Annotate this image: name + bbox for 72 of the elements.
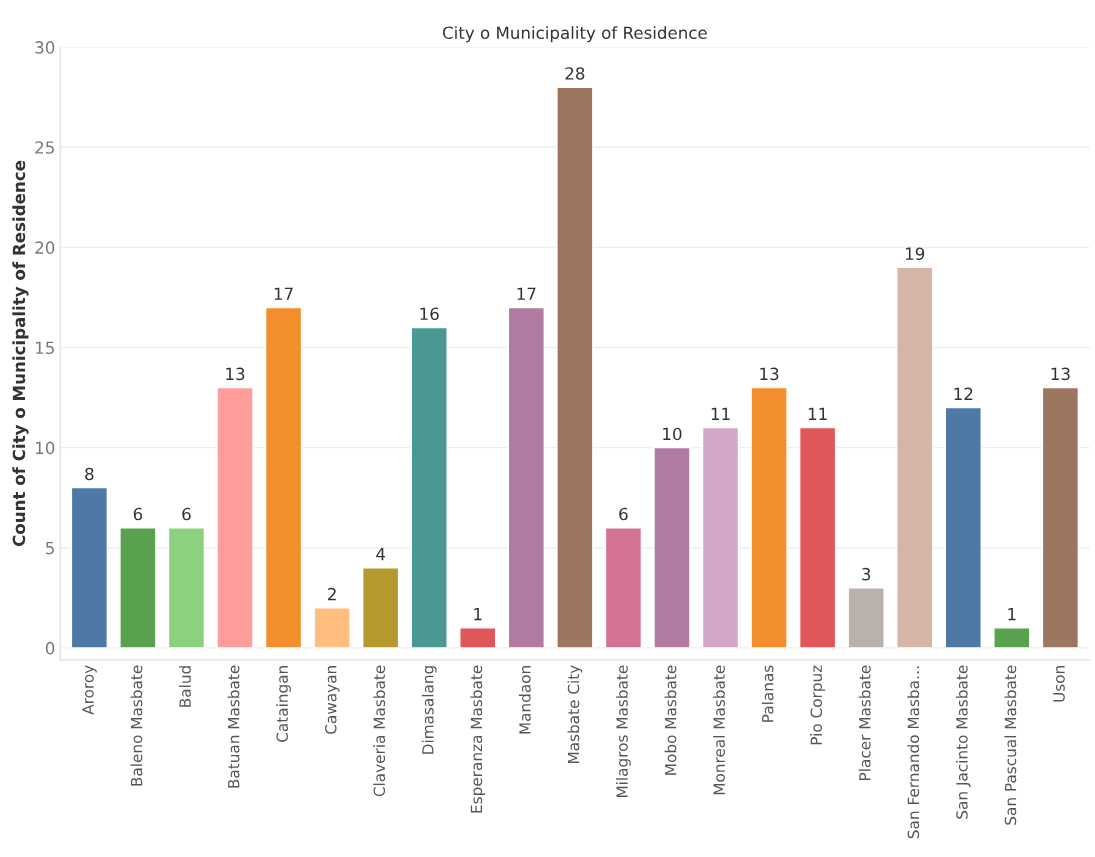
x-tick-label: San Jacinto Masbate bbox=[955, 665, 971, 819]
data-label: 13 bbox=[760, 367, 779, 381]
bar bbox=[653, 446, 691, 649]
x-tick-label: Mandaon bbox=[518, 666, 531, 734]
data-label: 16 bbox=[420, 307, 439, 321]
x-tick-label: Palanas bbox=[761, 665, 774, 722]
bar bbox=[701, 426, 740, 649]
bar bbox=[167, 527, 206, 649]
bar bbox=[313, 607, 351, 649]
x-tick-label: Cataingan bbox=[276, 666, 291, 742]
x-tick-label: Balud bbox=[179, 666, 191, 707]
bar bbox=[750, 386, 788, 649]
y-tick-label: 5 bbox=[46, 541, 54, 555]
data-label: 6 bbox=[619, 507, 628, 521]
data-label: 17 bbox=[517, 287, 536, 300]
data-label: 1 bbox=[474, 608, 482, 621]
data-label: 6 bbox=[182, 507, 191, 521]
y-tick-label: 30 bbox=[35, 41, 55, 54]
data-label: 4 bbox=[376, 547, 386, 561]
x-tick-label: Claveria Masbate bbox=[373, 665, 386, 797]
bar bbox=[119, 527, 157, 649]
x-tick-label: Cawayan bbox=[324, 666, 340, 734]
data-label: 11 bbox=[711, 407, 730, 420]
bar bbox=[507, 306, 545, 649]
data-label: 13 bbox=[1051, 367, 1070, 381]
y-tick-label: 15 bbox=[35, 341, 54, 355]
x-tick-label: San Fernando Masba… bbox=[907, 666, 920, 839]
x-tick-label: Dimasalang bbox=[421, 666, 437, 754]
bar bbox=[604, 527, 643, 649]
x-tick-label: San Pascual Masbate bbox=[1004, 665, 1017, 825]
bar bbox=[70, 486, 109, 649]
bar bbox=[410, 326, 448, 649]
x-tick-label: Mobo Masbate bbox=[664, 665, 677, 775]
data-label: 1 bbox=[1008, 608, 1016, 621]
x-tick-label: Pio Corpuz bbox=[810, 665, 826, 745]
data-label: 3 bbox=[862, 567, 871, 581]
bar bbox=[896, 266, 934, 649]
x-tick-label: Milagros Masbate bbox=[616, 665, 631, 798]
bar bbox=[1041, 386, 1080, 649]
bar bbox=[798, 426, 837, 649]
y-tick-label: 0 bbox=[45, 641, 55, 655]
y-tick-label: 20 bbox=[35, 241, 55, 254]
data-label: 12 bbox=[954, 387, 973, 400]
bar bbox=[993, 627, 1031, 649]
y-axis-title: Count of City o Municipality of Residence bbox=[12, 160, 29, 547]
x-tick-label: Masbate City bbox=[567, 665, 583, 764]
y-tick-label: 10 bbox=[35, 441, 55, 455]
x-tick-label: Uson bbox=[1053, 666, 1065, 702]
bar bbox=[944, 406, 982, 649]
x-tick-label: Batuan Masbate bbox=[227, 665, 240, 788]
x-tick-label: Aroroy bbox=[82, 665, 97, 715]
data-label: 8 bbox=[85, 467, 94, 481]
data-label: 11 bbox=[808, 407, 827, 420]
data-label: 28 bbox=[565, 67, 585, 80]
y-tick-label: 25 bbox=[35, 141, 54, 154]
data-label: 2 bbox=[328, 587, 336, 601]
bar bbox=[556, 86, 594, 649]
bar bbox=[264, 306, 303, 649]
x-tick-label: Baleno Masbate bbox=[130, 665, 143, 786]
bar bbox=[459, 627, 497, 649]
x-tick-label: Esperanza Masbate bbox=[470, 665, 486, 813]
x-tick-label: Monreal Masbate bbox=[713, 665, 725, 795]
data-label: 19 bbox=[905, 247, 925, 261]
bar bbox=[847, 587, 885, 649]
data-label: 17 bbox=[274, 287, 293, 300]
data-label: 13 bbox=[226, 367, 245, 381]
chart-title: City o Municipality of Residence bbox=[442, 26, 707, 43]
data-label: 10 bbox=[663, 427, 682, 441]
x-tick-label: Placer Masbate bbox=[858, 665, 871, 780]
bar bbox=[362, 567, 400, 649]
bar bbox=[216, 386, 254, 649]
data-label: 6 bbox=[133, 507, 143, 521]
